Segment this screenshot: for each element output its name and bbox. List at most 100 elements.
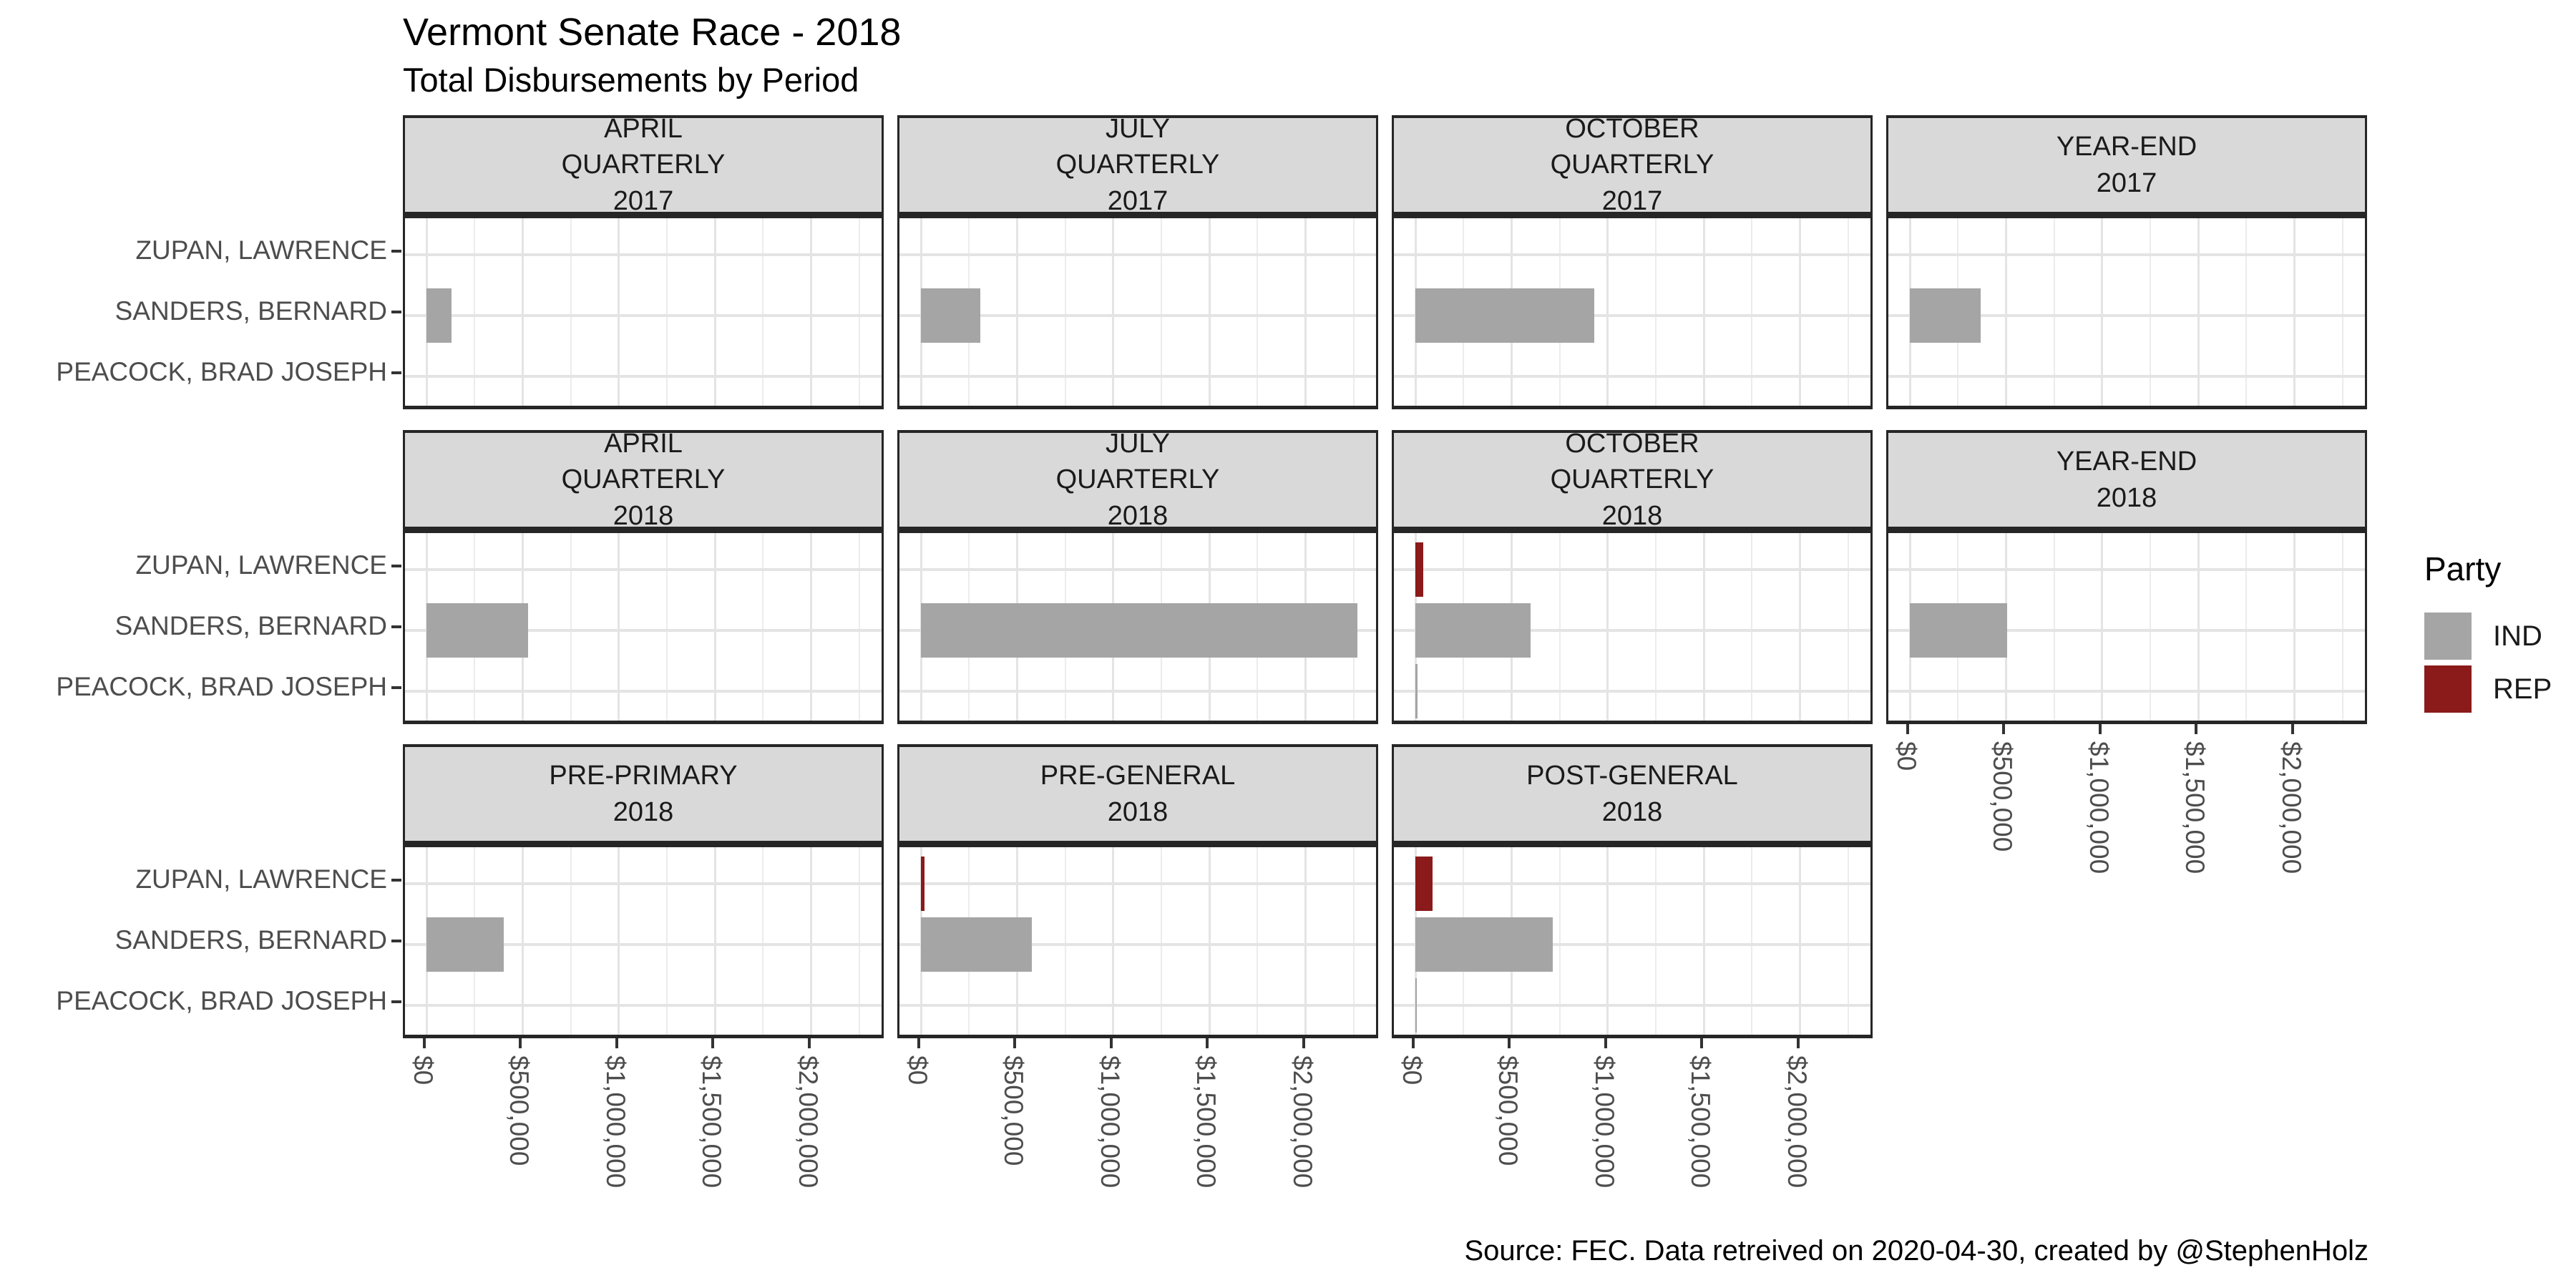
gridline-major (810, 533, 813, 721)
gridline-minor (474, 218, 476, 406)
gridline-minor (1064, 218, 1066, 406)
gridline-major (1208, 847, 1211, 1035)
legend-swatch-rep-icon (2424, 665, 2472, 713)
gridline-major (1112, 847, 1115, 1035)
x-tick-label: $1,500,000 (697, 1055, 727, 1189)
gridline-major (2293, 218, 2296, 406)
gridline-major (899, 882, 1376, 885)
facet-strip: JULY QUARTERLY 2018 (897, 429, 1378, 531)
gridline-major (1606, 533, 1609, 721)
gridline-minor (762, 847, 764, 1035)
y-axis-tick (391, 940, 401, 942)
bar-sanders (921, 603, 1358, 658)
gridline-major (899, 375, 1376, 378)
gridline-minor (762, 218, 764, 406)
gridline-major (1304, 218, 1307, 406)
facet-strip: APRIL QUARTERLY 2018 (403, 429, 884, 531)
gridline-minor (1847, 847, 1849, 1035)
gridline-major (899, 253, 1376, 256)
gridline-major (618, 218, 620, 406)
x-tick-label: $2,000,000 (1782, 1055, 1812, 1189)
gridline-major (405, 882, 882, 885)
gridline-major (1208, 218, 1211, 406)
gridline-major (899, 943, 1376, 946)
bar-sanders (426, 288, 452, 343)
gridline-major (405, 568, 882, 571)
gridline-minor (858, 218, 860, 406)
bar-sanders (1415, 603, 1531, 658)
gridline-major (1015, 218, 1018, 406)
gridline-minor (1257, 218, 1259, 406)
facet-panel (897, 530, 1378, 724)
x-tick-label: $500,000 (999, 1055, 1029, 1166)
x-axis-tick (1604, 1038, 1607, 1048)
x-tick-label: $0 (1397, 1055, 1427, 1085)
y-axis-label: ZUPAN, LAWRENCE (135, 235, 387, 265)
gridline-major (405, 629, 882, 632)
gridline-minor (2053, 533, 2055, 721)
facet-panel (1392, 215, 1873, 409)
gridline-minor (570, 533, 572, 721)
gridline-minor (666, 218, 668, 406)
gridline-major (899, 568, 1376, 571)
x-axis-tick (1302, 1038, 1305, 1048)
facet-panel (403, 530, 884, 724)
gridline-minor (2150, 533, 2151, 721)
facet-strip: APRIL QUARTERLY 2017 (403, 114, 884, 216)
x-axis-tick (1700, 1038, 1704, 1048)
gridline-major (1394, 629, 1870, 632)
gridline-major (1888, 314, 2365, 317)
gridline-minor (2150, 218, 2151, 406)
gridline-major (2197, 218, 2200, 406)
bar-zupan (1415, 857, 1433, 911)
x-tick-label: $1,000,000 (1095, 1055, 1125, 1189)
gridline-major (899, 314, 1376, 317)
x-tick-label: $1,000,000 (2084, 741, 2114, 874)
y-axis-label: SANDERS, BERNARD (114, 296, 387, 326)
gridline-minor (1655, 533, 1657, 721)
gridline-major (1888, 568, 2365, 571)
gridline-major (1799, 533, 1802, 721)
chart-title: Vermont Senate Race - 2018 (403, 11, 902, 54)
gridline-minor (1161, 847, 1162, 1035)
gridline-major (1702, 847, 1705, 1035)
gridline-major (521, 847, 524, 1035)
facet-strip: PRE-PRIMARY 2018 (403, 744, 884, 844)
legend-title: Party (2424, 550, 2502, 587)
gridline-major (1799, 218, 1802, 406)
x-tick-label: $2,000,000 (793, 1055, 823, 1189)
facet-strip: YEAR-END 2017 (1886, 115, 2367, 215)
gridline-major (1394, 253, 1870, 256)
gridline-major (1799, 847, 1802, 1035)
gridline-major (1394, 882, 1870, 885)
x-axis-tick (1206, 1038, 1209, 1048)
facet-strip: YEAR-END 2018 (1886, 430, 2367, 530)
gridline-major (1304, 847, 1307, 1035)
gridline-major (2101, 533, 2104, 721)
legend-label-rep: REP (2493, 673, 2552, 705)
y-axis-label: PEACOCK, BRAD JOSEPH (56, 986, 387, 1015)
x-tick-label: $1,500,000 (1686, 1055, 1716, 1189)
x-tick-label: $1,000,000 (600, 1055, 630, 1189)
facet-panel (1886, 530, 2367, 724)
gridline-major (1394, 375, 1870, 378)
bar-peacock (1415, 664, 1418, 718)
gridline-major (405, 1004, 882, 1007)
gridline-major (405, 943, 882, 946)
gridline-major (521, 218, 524, 406)
gridline-minor (1161, 218, 1162, 406)
legend-label-ind: IND (2493, 620, 2542, 652)
x-axis-tick (917, 1038, 920, 1048)
gridline-minor (1655, 847, 1657, 1035)
x-tick-label: $500,000 (504, 1055, 535, 1166)
gridline-minor (1064, 847, 1066, 1035)
x-axis-tick (2002, 724, 2006, 734)
bar-sanders (921, 288, 981, 343)
x-tick-label: $500,000 (1988, 741, 2018, 852)
y-axis-tick (391, 371, 401, 374)
bar-sanders (1910, 603, 2007, 658)
y-axis-tick (391, 565, 401, 567)
gridline-minor (666, 533, 668, 721)
y-axis-tick (391, 879, 401, 882)
